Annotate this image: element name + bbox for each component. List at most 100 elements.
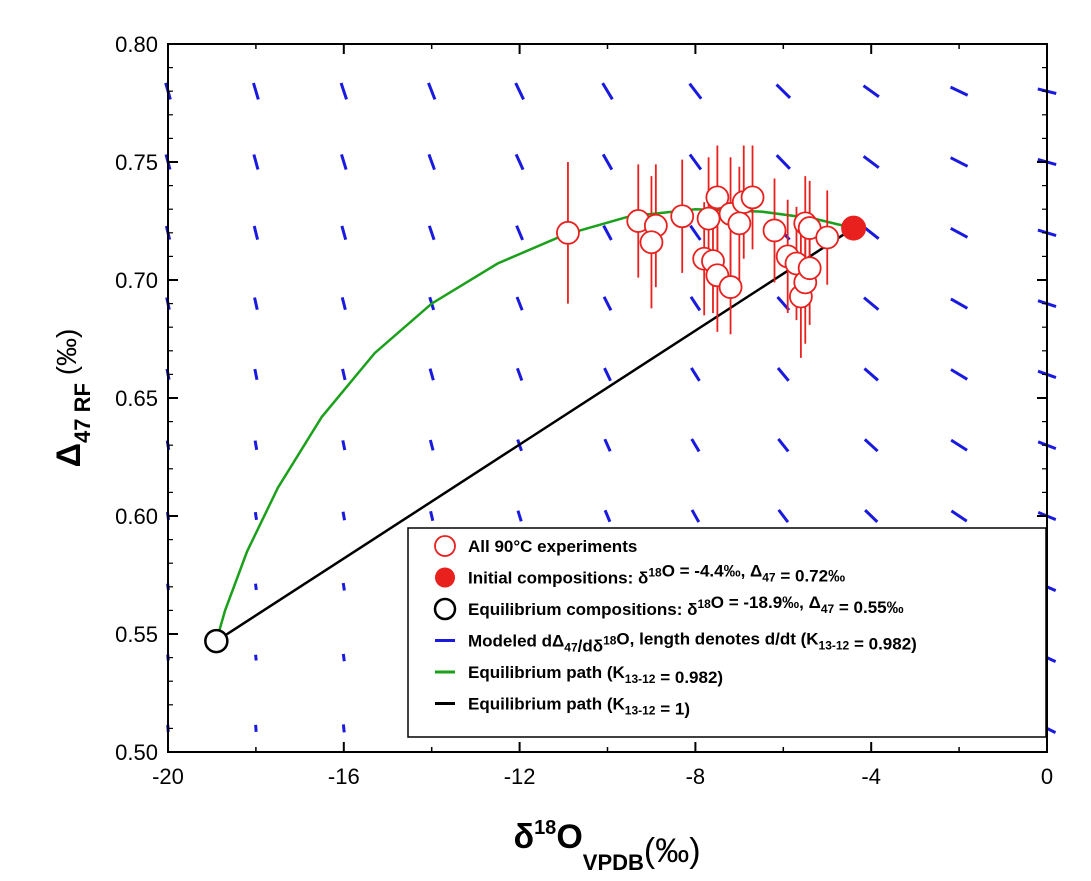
modeled-vector: [340, 297, 347, 311]
modeled-vector: [253, 368, 259, 381]
modeled-vector: [428, 439, 435, 451]
modeled-vector: [252, 82, 260, 100]
modeled-vector: [514, 82, 525, 101]
modeled-vector: [340, 154, 348, 170]
modeled-vector: [862, 155, 880, 169]
modeled-vector: [603, 509, 612, 523]
experiment-point: [740, 185, 765, 210]
legend-label-part: = 0.982): [849, 635, 917, 654]
x-axis-title-part: O: [556, 818, 582, 856]
modeled-vector: [689, 224, 702, 241]
legend-label-part: Initial compositions: δ: [468, 569, 648, 588]
modeled-vector: [253, 297, 259, 311]
modeled-vector: [514, 153, 525, 171]
modeled-vector: [252, 154, 260, 170]
modeled-vector: [688, 153, 703, 171]
modeled-vector: [862, 225, 880, 240]
modeled-vector: [775, 154, 791, 170]
modeled-vector: [950, 226, 969, 239]
y-axis-title-part: Δ: [50, 443, 88, 467]
y-axis-title-part: (‰): [51, 329, 82, 383]
equilibrium-composition-point: [204, 628, 229, 654]
modeled-vector: [427, 82, 437, 100]
modeled-vector: [863, 438, 879, 453]
legend-label-part: = 0.72‰: [776, 567, 845, 586]
modeled-vector: [427, 153, 436, 171]
legend-label-part: = 0.55‰: [834, 598, 903, 617]
initial-composition-point: [841, 215, 867, 241]
legend-label-part: Equilibrium path (K: [468, 695, 625, 714]
legend-symbol-open-black: [433, 597, 457, 621]
modeled-vector: [688, 82, 703, 100]
experiment-point: [696, 206, 721, 231]
experiment-point: [815, 225, 840, 250]
legend-symbol-open-red: [434, 535, 456, 557]
modeled-vector: [254, 654, 258, 661]
modeled-vector: [515, 296, 524, 311]
y-axis-title-part: 47 RF: [70, 383, 95, 443]
modeled-vector: [341, 440, 347, 451]
y-tick-label: 0.70: [115, 268, 158, 293]
modeled-vector: [253, 511, 258, 521]
legend-label-part: 47: [762, 571, 776, 585]
x-tick-label: -12: [504, 764, 536, 789]
legend-symbol-filled-red: [435, 567, 455, 588]
modeled-vector: [341, 368, 347, 381]
modeled-vector: [429, 510, 435, 522]
x-tick-label: -16: [328, 764, 360, 789]
legend-label-part: 18: [697, 597, 711, 611]
modeled-vector: [515, 367, 524, 381]
legend-label: All 90°C experiments: [468, 537, 637, 556]
legend-label-part: O = -18.9‰, Δ: [711, 593, 821, 612]
legend-label: Equilibrium path (K13-12 = 1): [468, 695, 690, 719]
modeled-vector: [690, 438, 701, 453]
legend-label-part: All 90°C experiments: [468, 537, 637, 556]
modeled-vector: [341, 653, 346, 662]
modeled-vector: [950, 297, 969, 310]
modeled-vector: [950, 368, 969, 381]
modeled-vector: [601, 153, 614, 171]
x-axis-title-part: δ: [513, 818, 534, 856]
legend-label-part: Equilibrium path (K: [468, 663, 625, 682]
experiment-point: [762, 218, 787, 243]
legend-label-part: 13-12: [819, 639, 850, 653]
y-tick-label: 0.60: [115, 504, 158, 529]
modeled-vector: [775, 83, 792, 99]
data-points: [204, 145, 867, 654]
x-tick-label: -8: [686, 764, 706, 789]
modeled-vector: [690, 367, 701, 382]
modeled-vector: [601, 82, 614, 101]
legend-label-part: O = -4.4‰, Δ: [662, 562, 763, 581]
legend-label-part: 13-12: [625, 672, 656, 686]
x-axis-title: δ18OVPDB(‰): [513, 817, 700, 875]
y-tick-label: 0.50: [115, 740, 158, 765]
legend-box: [407, 527, 1047, 738]
experiment-point: [556, 220, 580, 245]
legend-label-part: Equilibrium compositions: δ: [468, 600, 697, 619]
y-tick-label: 0.65: [115, 386, 158, 411]
modeled-vector: [340, 225, 348, 241]
modeled-vector: [690, 509, 701, 523]
legend-label: Equilibrium compositions: δ18O = -18.9‰,…: [468, 593, 904, 619]
legend-label-part: = 1): [655, 700, 690, 719]
y-axis-title: Δ47 RF (‰): [50, 329, 95, 468]
modeled-vector: [862, 84, 880, 98]
modeled-vector: [339, 82, 348, 100]
legend-label-part: = 0.982): [655, 668, 723, 687]
modeled-vector: [777, 438, 790, 453]
x-tick-label: 0: [1041, 764, 1053, 789]
modeled-vector: [864, 509, 879, 523]
modeled-vector: [341, 582, 346, 591]
experiment-point: [797, 256, 822, 281]
x-axis-title-part: VPDB: [583, 850, 644, 875]
modeled-vector: [603, 367, 612, 382]
modeled-vector: [949, 85, 969, 97]
legend-label: Equilibrium path (K13-12 = 0.982): [468, 663, 723, 687]
axis-titles: δ18OVPDB(‰) Δ47 RF (‰): [50, 329, 701, 875]
modeled-vector: [341, 511, 347, 521]
modeled-vector: [254, 583, 258, 591]
modeled-vector: [689, 295, 702, 312]
legend: All 90°C experiments Initial compositions…: [407, 527, 1047, 738]
legend-label: Modeled dΔ47/dδ18O, length denotes d/dt …: [468, 630, 917, 656]
